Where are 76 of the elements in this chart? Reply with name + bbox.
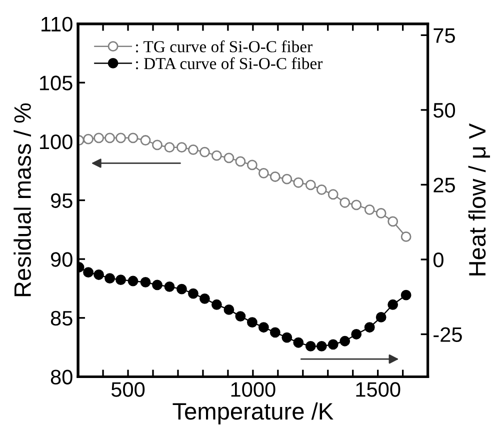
point [282, 332, 292, 343]
point [94, 132, 104, 144]
point [351, 200, 362, 210]
point [258, 168, 269, 178]
point [328, 189, 338, 200]
point [235, 156, 246, 167]
y2-tick-label: 75 [434, 28, 455, 43]
y2-tick-label: 0 [433, 252, 444, 268]
point [235, 311, 246, 322]
point [200, 146, 210, 158]
point [293, 337, 304, 348]
point [83, 267, 94, 278]
y-tick-label: 110 [42, 16, 72, 32]
point [152, 280, 162, 290]
point [351, 329, 362, 340]
y-tick-label: 90 [50, 252, 72, 267]
y2-axis-title: Heat flow / μ V [468, 123, 490, 276]
point [94, 270, 104, 280]
point [140, 135, 151, 146]
point [164, 142, 175, 153]
point [104, 132, 115, 144]
point [246, 317, 258, 328]
point [116, 274, 126, 286]
y-tick-label: 105 [40, 76, 72, 90]
point [340, 197, 350, 208]
point [188, 288, 198, 299]
point [270, 327, 280, 338]
point [305, 340, 316, 352]
point [364, 204, 375, 215]
point [376, 208, 386, 218]
point [116, 132, 126, 144]
y-tick-label: 100 [40, 134, 72, 150]
legend-label: : DTA curve of Si-O-C fiber [136, 57, 323, 70]
x-tick-label: 1500 [356, 382, 400, 397]
point [270, 172, 280, 182]
point [376, 312, 386, 322]
y2-tick-label: 25 [434, 178, 455, 192]
x-tick-label: 500 [111, 382, 145, 397]
point [224, 152, 234, 164]
point [246, 160, 258, 170]
point [388, 299, 398, 310]
point [305, 180, 316, 190]
point [140, 276, 151, 288]
legend-label: : TG curve of Si-O-C fiber [136, 40, 312, 52]
point [400, 290, 412, 300]
point [316, 184, 327, 195]
x-tick-label: 1000 [231, 382, 276, 397]
point [224, 304, 234, 315]
point [176, 284, 187, 294]
point [83, 134, 94, 144]
point [188, 144, 198, 155]
point [104, 273, 115, 284]
point [152, 140, 162, 150]
point [293, 177, 304, 188]
point [176, 142, 187, 153]
y-tick-label: 80 [50, 370, 72, 384]
point [400, 232, 412, 242]
point [340, 336, 350, 346]
point [164, 281, 175, 292]
y2-tick-label: 50 [434, 102, 456, 118]
y-tick-label: 95 [50, 193, 72, 208]
point [200, 293, 210, 304]
point [258, 322, 269, 333]
point [282, 174, 292, 184]
y2-tick-label: -25 [434, 327, 462, 342]
y-tick-label: 85 [50, 310, 72, 326]
point [388, 216, 398, 227]
point [316, 340, 327, 352]
point [328, 339, 338, 350]
point [364, 322, 375, 333]
point [128, 276, 138, 286]
x-axis-title: Temperature /K [172, 402, 334, 424]
point [211, 299, 222, 310]
y-axis-title: Residual mass / % [14, 103, 31, 296]
point [128, 132, 138, 144]
point [211, 150, 222, 161]
